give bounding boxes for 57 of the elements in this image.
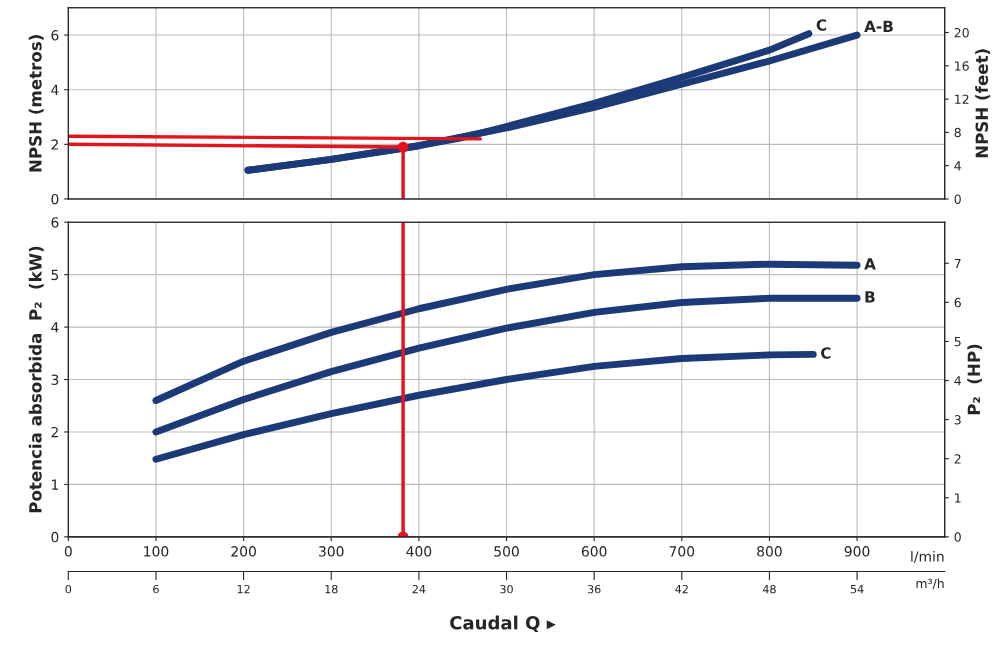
x2-axis-title: m³/h (916, 578, 944, 590)
x-tick-label: 200 (231, 546, 256, 557)
x-tick-label: 700 (669, 546, 695, 557)
y2-tick-label: 6 (954, 297, 961, 308)
y-tick-label: 0 (51, 193, 59, 205)
x-tick-label: 100 (144, 546, 169, 557)
y2-tick-label: 8 (954, 127, 961, 138)
x2-tick-label: 42 (675, 584, 688, 594)
y-tick-label: 0 (51, 531, 59, 543)
series-label: C (816, 19, 827, 31)
y-tick-label: 3 (51, 374, 59, 385)
x-tick-label: 900 (844, 546, 870, 557)
x-tick-label: 800 (757, 546, 782, 557)
series-label: B (865, 291, 875, 303)
y-tick-label: 1 (52, 479, 59, 490)
text: Caudal Q ▸ (450, 615, 556, 632)
y2-tick-label: 1 (955, 493, 961, 503)
x2-tick-label: 48 (762, 584, 776, 594)
y2-tick-label: 0 (954, 532, 961, 542)
y-tick-label: 4 (51, 322, 59, 333)
x2-tick-label: 30 (500, 584, 513, 594)
y2-tick-label: 12 (955, 94, 969, 104)
x-tick-label: 600 (581, 546, 607, 557)
y2-tick-label: 0 (954, 194, 961, 204)
y-tick-label: 6 (51, 217, 59, 228)
x-tick-label: 0 (64, 546, 72, 557)
y2-axis-title: NPSH (feet) (975, 49, 991, 158)
x2-tick-label: 12 (237, 584, 250, 594)
x2-tick-label: 24 (412, 584, 426, 594)
x-tick-label: 300 (319, 546, 344, 557)
y2-tick-label: 4 (954, 161, 961, 171)
y-tick-label: 4 (51, 84, 59, 95)
x2-tick-label: 6 (153, 584, 159, 594)
y2-tick-label: 7 (954, 258, 961, 269)
series-label: A (864, 258, 876, 270)
x2-tick-label: 0 (65, 584, 72, 594)
series-label: C (821, 347, 831, 359)
y2-axis-title: P₂ (HP) (967, 344, 983, 415)
x2-tick-label: 36 (587, 584, 601, 594)
y2-tick-label: 2 (954, 454, 961, 464)
y2-tick-label: 20 (954, 27, 969, 38)
y-tick-label: 2 (51, 426, 58, 438)
x-axis-title: l/min (911, 550, 944, 563)
x-tick-label: 500 (494, 546, 519, 557)
x2-tick-label: 18 (325, 584, 338, 594)
x2-tick-label: 54 (850, 585, 864, 594)
y2-tick-label: 4 (954, 376, 961, 386)
x-tick-label: 400 (406, 546, 432, 557)
y-tick-label: 5 (51, 269, 59, 281)
y-axis-title: NPSH (metros) (28, 35, 44, 172)
series-label: A-B (864, 20, 893, 32)
y-axis-title: Potencia absorbida P₂ (kW) (28, 246, 44, 513)
y-tick-label: 2 (51, 139, 58, 150)
y2-tick-label: 16 (955, 61, 969, 71)
y-tick-label: 6 (51, 30, 59, 41)
y2-tick-label: 5 (954, 337, 961, 347)
y2-tick-label: 3 (954, 415, 961, 425)
